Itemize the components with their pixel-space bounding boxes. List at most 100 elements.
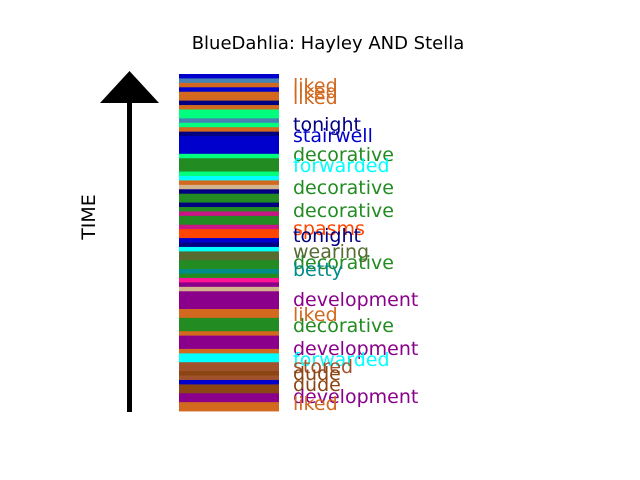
- word-label: stairwell: [293, 125, 373, 147]
- stripe: [179, 304, 279, 310]
- stripe: [179, 162, 279, 168]
- stripe: [179, 109, 279, 115]
- word-label: development: [293, 386, 418, 408]
- stripe: [179, 82, 279, 88]
- word-label: forwarded: [293, 349, 390, 371]
- stripe: [179, 251, 279, 257]
- stripe: [179, 406, 279, 412]
- word-label: decorative: [293, 144, 394, 166]
- stripe: [179, 171, 279, 177]
- stripe: [179, 202, 279, 208]
- word-label: decorative: [293, 252, 394, 274]
- stripe: [179, 277, 279, 283]
- stripe: [179, 366, 279, 372]
- stripe: [179, 180, 279, 186]
- stripe: [179, 273, 279, 279]
- stripe: [179, 282, 279, 288]
- time-axis-shaft: [127, 100, 132, 412]
- stripe: [179, 113, 279, 119]
- chart-title: BlueDahlia: Hayley AND Stella: [192, 33, 465, 54]
- stripe: [179, 220, 279, 226]
- stripe: [179, 105, 279, 110]
- stripe: [179, 74, 279, 79]
- word-label: dude: [293, 374, 341, 396]
- time-axis: [100, 71, 159, 412]
- stripe: [179, 340, 279, 345]
- stripe: [179, 91, 279, 97]
- word-label: decorative: [293, 200, 394, 222]
- stripe: [179, 317, 279, 323]
- word-label: tonight: [293, 225, 361, 247]
- stripe: [179, 122, 279, 128]
- stripe: [179, 224, 279, 230]
- word-label: liked: [293, 81, 338, 103]
- stripe: [179, 309, 279, 314]
- stripe: [179, 348, 279, 354]
- stripe: [179, 402, 279, 407]
- stripe: [179, 167, 279, 172]
- word-label: liked: [293, 75, 338, 97]
- y-axis-label: TIME: [78, 194, 100, 241]
- stripe: [179, 260, 279, 266]
- word-label: decorative: [293, 315, 394, 337]
- stripe: [179, 295, 279, 301]
- stripe: [179, 269, 279, 274]
- stripe: [179, 149, 279, 155]
- word-label: stored: [293, 356, 353, 378]
- word-label: liked: [293, 393, 338, 415]
- word-label: forwarded: [293, 155, 390, 177]
- word-label: liked: [293, 87, 338, 109]
- stripe: [179, 189, 279, 195]
- stripe: [179, 242, 279, 248]
- stripe: [179, 127, 279, 133]
- stripe: [179, 393, 279, 399]
- stripe: [179, 357, 279, 363]
- stripe: [179, 255, 279, 261]
- stripe: [179, 326, 279, 332]
- stripe: [179, 371, 279, 376]
- stripe: [179, 233, 279, 239]
- stripe: [179, 344, 279, 350]
- stripe: [179, 353, 279, 359]
- word-label: spasms: [293, 218, 365, 240]
- word-label: dude: [293, 363, 341, 385]
- word-label: liked: [293, 304, 338, 326]
- stripe: [179, 384, 279, 390]
- stripe: [179, 193, 279, 199]
- stripe: [179, 140, 279, 146]
- word-label: decorative: [293, 177, 394, 199]
- stripe: [179, 96, 279, 101]
- stripe: [179, 153, 279, 159]
- stripe: [179, 322, 279, 328]
- word-label: wearing: [293, 241, 369, 263]
- word-labels: likedlikedlikedtonightstairwelldecorativ…: [293, 75, 418, 415]
- stripe-column: [179, 74, 279, 412]
- stripe: [179, 175, 279, 181]
- stripe: [179, 313, 279, 319]
- stripe: [179, 215, 279, 221]
- stripe: [179, 136, 279, 141]
- stripe: [179, 286, 279, 292]
- stripe: [179, 158, 279, 164]
- time-axis-arrowhead-icon: [100, 71, 159, 103]
- stripe: [179, 207, 279, 212]
- stripe: [179, 184, 279, 190]
- stripe: [179, 131, 279, 137]
- stripe: [179, 291, 279, 297]
- stripe: [179, 264, 279, 270]
- stripe: [179, 388, 279, 394]
- stripe: [179, 379, 279, 385]
- stripe: [179, 87, 279, 93]
- word-label: development: [293, 289, 418, 311]
- stripe: [179, 335, 279, 341]
- stripe: [179, 397, 279, 403]
- stripe: [179, 78, 279, 84]
- stripe: [179, 362, 279, 368]
- word-label: betty: [293, 259, 343, 281]
- stripe: [179, 331, 279, 337]
- stripe: [179, 100, 279, 106]
- word-label: development: [293, 338, 418, 360]
- stripe: [179, 238, 279, 243]
- stripe: [179, 375, 279, 381]
